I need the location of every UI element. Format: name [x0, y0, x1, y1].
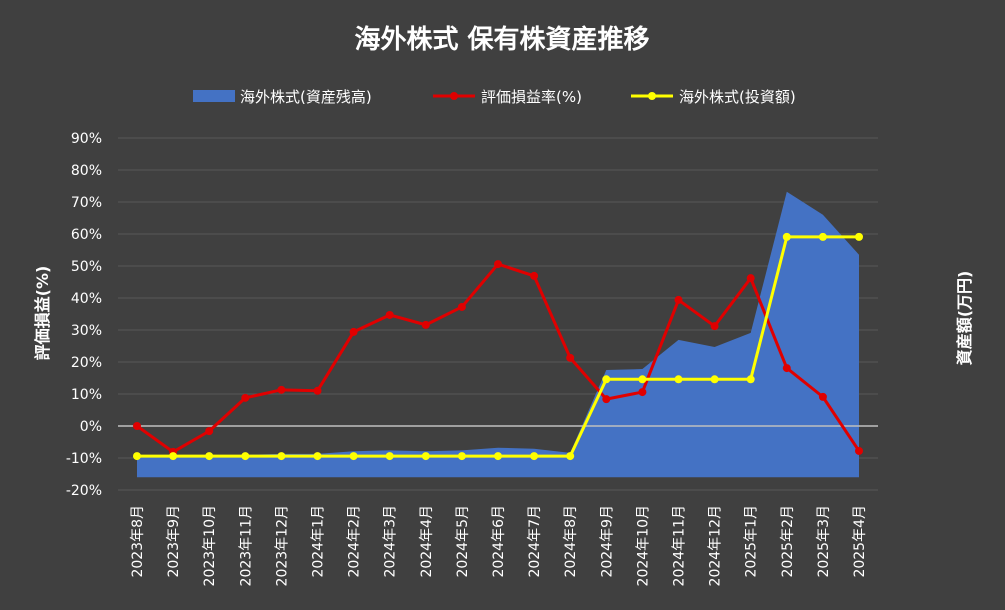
y-tick-label: 10%: [71, 387, 102, 403]
x-tick-label: 2025年1月: [744, 505, 760, 578]
x-tick-label: 2024年1月: [311, 505, 327, 578]
x-tick-label: 2024年5月: [455, 505, 471, 578]
y-tick-label: 80%: [71, 163, 102, 179]
series-1-point: [205, 452, 214, 461]
x-tick-label: 2024年7月: [527, 505, 543, 578]
series-0-point: [385, 310, 394, 319]
series-0-point: [421, 320, 430, 329]
series-1-point: [421, 452, 430, 461]
y2-axis-title: 資産額(万円): [955, 271, 974, 366]
series-0-point: [277, 385, 286, 394]
legend-invest-marker: [648, 92, 656, 100]
series-0-point: [241, 393, 250, 402]
series-0-point: [710, 322, 719, 331]
series-1-point: [313, 452, 322, 461]
series-1-point: [602, 375, 611, 384]
x-tick-label: 2023年11月: [238, 505, 254, 586]
series-0-point: [602, 395, 611, 404]
series-0-point: [494, 260, 502, 269]
series-0-point: [313, 386, 322, 395]
series-1-point: [349, 452, 358, 461]
x-tick-label: 2023年9月: [166, 505, 182, 578]
y-tick-labels: 90% 80% 70% 60% 50% 40% 30% 20% 10% 0% -10% -20%: [66, 131, 102, 499]
series-1-point: [530, 452, 539, 461]
series-1-point: [385, 452, 394, 461]
series-0-point: [566, 353, 575, 362]
series-1-point: [169, 452, 178, 461]
y-tick-label: 30%: [71, 323, 102, 339]
series-1-point: [241, 452, 250, 461]
series-0-point: [205, 427, 214, 436]
series-1-point: [674, 375, 683, 384]
legend-area-label: 海外株式(資産残高): [240, 88, 372, 106]
x-tick-label: 2025年3月: [816, 505, 832, 578]
chart-title: 海外株式 保有株資産推移: [354, 24, 649, 55]
series-1-point: [818, 232, 827, 241]
legend: 海外株式(資産残高) 評価損益率(%) 海外株式(投資額): [193, 88, 796, 106]
series-1-point: [277, 452, 286, 461]
legend-return-marker: [450, 92, 458, 100]
y-tick-label: -10%: [66, 451, 102, 467]
series-0-point: [782, 364, 791, 373]
x-tick-label: 2025年2月: [780, 505, 796, 578]
x-tick-labels: 2023年8月 2023年9月 2023年10月 2023年11月 2023年12月 20…: [130, 505, 868, 586]
y-tick-label: 40%: [71, 291, 102, 307]
legend-return-label: 評価損益率(%): [481, 88, 582, 106]
x-tick-label: 2024年8月: [563, 505, 579, 578]
x-tick-label: 2024年12月: [708, 505, 724, 586]
series-1-point: [638, 375, 647, 384]
series-1-point: [457, 452, 466, 461]
series-area-asset-balance: [137, 191, 859, 478]
x-tick-label: 2025年4月: [852, 505, 868, 578]
series-0-point: [818, 392, 827, 401]
series-0-point: [530, 271, 539, 280]
series-0-point: [638, 388, 647, 397]
series-0-point: [133, 422, 141, 430]
x-tick-label: 2024年11月: [672, 505, 688, 586]
series-1-point: [710, 375, 719, 384]
series-0-point: [855, 446, 863, 455]
series-1-point: [855, 232, 863, 241]
series-0-point: [457, 302, 466, 311]
y-tick-label: 20%: [71, 355, 102, 371]
y-tick-label: 0%: [80, 419, 102, 435]
y-tick-label: -20%: [66, 483, 102, 499]
area-layer: [137, 191, 859, 478]
x-tick-label: 2023年10月: [202, 505, 218, 586]
series-1-point: [746, 375, 755, 384]
series-1-point: [494, 452, 502, 461]
x-tick-label: 2024年4月: [419, 505, 435, 578]
x-tick-label: 2024年9月: [599, 505, 615, 578]
x-tick-label: 2023年12月: [274, 505, 290, 586]
series-1-point: [566, 452, 575, 461]
y-tick-label: 70%: [71, 195, 102, 211]
y-tick-label: 50%: [71, 259, 102, 275]
x-tick-label: 2024年3月: [383, 505, 399, 578]
series-0-point: [746, 274, 755, 283]
x-tick-label: 2024年2月: [347, 505, 363, 578]
y-tick-label: 60%: [71, 227, 102, 243]
y-axis-title: 評価損益(%): [33, 266, 52, 361]
series-0-point: [674, 295, 683, 304]
line-layer: [133, 232, 863, 461]
series-0-point: [349, 327, 358, 336]
legend-invest-label: 海外株式(投資額): [679, 88, 796, 106]
x-tick-label: 2024年10月: [635, 505, 651, 586]
x-tick-label: 2024年6月: [491, 505, 507, 578]
series-1-point: [133, 452, 141, 461]
legend-area-swatch: [193, 90, 235, 102]
y-tick-label: 90%: [71, 131, 102, 147]
x-tick-label: 2023年8月: [130, 505, 146, 578]
series-1-point: [782, 232, 791, 241]
